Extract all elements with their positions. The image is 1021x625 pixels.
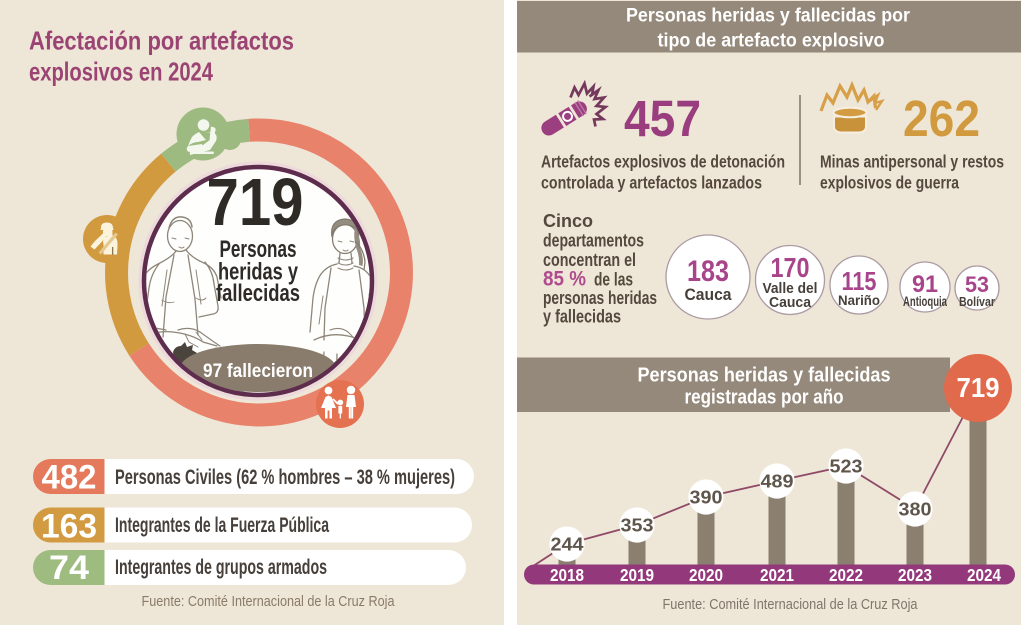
svg-text:719: 719 xyxy=(207,165,304,240)
svg-text:Personas: Personas xyxy=(220,236,297,263)
svg-text:353: 353 xyxy=(621,515,654,536)
svg-text:Afectación por artefactos: Afectación por artefactos xyxy=(29,26,294,56)
svg-text:85 %: 85 % xyxy=(543,268,586,291)
svg-text:2022: 2022 xyxy=(829,565,863,585)
svg-text:Valle del: Valle del xyxy=(763,281,818,297)
svg-text:91: 91 xyxy=(912,271,938,298)
svg-text:482: 482 xyxy=(42,459,97,497)
svg-text:53: 53 xyxy=(965,272,989,297)
svg-text:Fuente: Comité Internacional d: Fuente: Comité Internacional de la Cruz … xyxy=(663,596,919,613)
svg-text:tipo de artefacto explosivo: tipo de artefacto explosivo xyxy=(658,30,885,52)
svg-text:de las: de las xyxy=(594,270,633,290)
svg-text:719: 719 xyxy=(957,372,1000,403)
svg-text:personas heridas: personas heridas xyxy=(543,288,657,308)
svg-text:262: 262 xyxy=(903,90,980,147)
svg-text:departamentos: departamentos xyxy=(543,231,644,251)
svg-text:2021: 2021 xyxy=(760,565,794,585)
svg-text:244: 244 xyxy=(551,534,585,555)
svg-text:489: 489 xyxy=(761,471,794,492)
svg-text:390: 390 xyxy=(690,487,723,508)
svg-text:97 fallecieron: 97 fallecieron xyxy=(203,361,313,382)
svg-text:explosivos de guerra: explosivos de guerra xyxy=(820,173,959,193)
svg-text:Personas heridas y fallecidas: Personas heridas y fallecidas xyxy=(638,364,891,387)
svg-text:183: 183 xyxy=(687,255,729,288)
svg-text:Cauca: Cauca xyxy=(685,285,732,304)
svg-text:Personas heridas y fallecidas: Personas heridas y fallecidas por xyxy=(626,5,910,27)
svg-text:Artefactos explosivos de deton: Artefactos explosivos de detonación xyxy=(541,152,785,172)
svg-text:explosivos en 2024: explosivos en 2024 xyxy=(29,57,213,87)
svg-text:fallecidas: fallecidas xyxy=(216,280,300,307)
svg-text:y fallecidas: y fallecidas xyxy=(543,307,621,327)
svg-text:2020: 2020 xyxy=(689,565,723,585)
svg-text:Integrantes de la Fuerza Públi: Integrantes de la Fuerza Pública xyxy=(115,514,329,537)
svg-text:Nariño: Nariño xyxy=(838,292,880,308)
svg-text:concentran el: concentran el xyxy=(543,250,636,270)
svg-text:Integrantes de grupos armados: Integrantes de grupos armados xyxy=(115,556,327,579)
svg-text:2024: 2024 xyxy=(967,565,1001,585)
svg-text:523: 523 xyxy=(830,456,863,477)
svg-text:Minas antipersonal y restos: Minas antipersonal y restos xyxy=(820,152,1004,172)
svg-text:heridas y: heridas y xyxy=(218,259,298,286)
svg-text:380: 380 xyxy=(899,499,932,520)
svg-text:Cinco: Cinco xyxy=(543,211,593,231)
svg-text:2018: 2018 xyxy=(550,565,584,585)
svg-text:163: 163 xyxy=(41,508,97,546)
svg-text:Antioquia: Antioquia xyxy=(903,294,947,309)
svg-text:115: 115 xyxy=(842,266,877,296)
svg-text:74: 74 xyxy=(49,549,89,587)
svg-text:Bolívar: Bolívar xyxy=(959,294,995,309)
svg-text:457: 457 xyxy=(624,90,701,147)
svg-text:controlada y artefactos lanzad: controlada y artefactos lanzados xyxy=(541,173,762,193)
svg-text:2019: 2019 xyxy=(620,565,654,585)
svg-text:Cauca: Cauca xyxy=(769,295,812,311)
svg-text:Personas Civiles (62 % hombre: Personas Civiles (62 % hombres – 38 % mu… xyxy=(115,466,455,489)
svg-text:registradas por año: registradas por año xyxy=(685,386,844,409)
svg-text:Fuente: Comité Internacional d: Fuente: Comité Internacional de la Cruz … xyxy=(142,593,396,610)
svg-text:2023: 2023 xyxy=(898,565,932,585)
svg-text:170: 170 xyxy=(771,252,810,283)
